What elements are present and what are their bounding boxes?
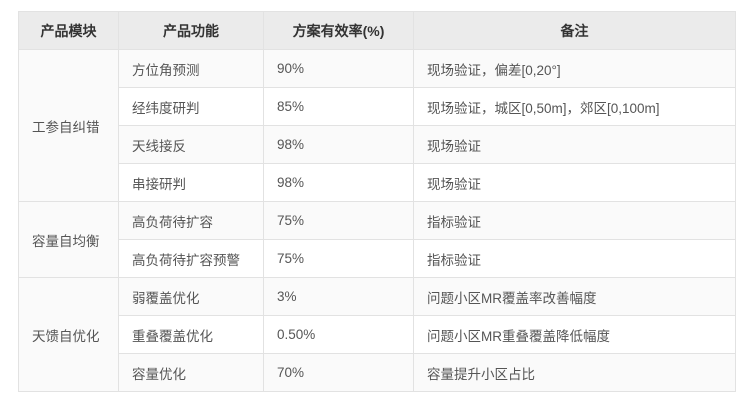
column-header: 备注	[413, 11, 736, 50]
function-cell: 串接研判	[118, 163, 264, 202]
effectiveness-cell: 70%	[263, 353, 414, 392]
remark-cell: 问题小区MR覆盖率改善幅度	[413, 277, 736, 316]
function-cell: 经纬度研判	[118, 87, 264, 126]
table-row: 天线接反 98% 现场验证	[19, 125, 736, 164]
module-cell: 工参自纠错	[18, 49, 119, 202]
table-row: 天馈自优化 弱覆盖优化 3% 问题小区MR覆盖率改善幅度	[18, 277, 736, 392]
function-cell: 高负荷待扩容	[118, 201, 264, 240]
table-body: 工参自纠错 方位角预测 90% 现场验证，偏差[0,20°] 经纬度研判 85% 现场验证，…	[18, 49, 736, 392]
effectiveness-cell: 98%	[263, 125, 414, 164]
remark-cell: 指标验证	[413, 239, 736, 278]
remark-cell: 现场验证	[413, 163, 736, 202]
table-row: 经纬度研判 85% 现场验证，城区[0,50m]，郊区[0,100m]	[19, 87, 736, 126]
table-row: 容量自均衡 高负荷待扩容 75% 指标验证	[18, 201, 736, 278]
table-row: 重叠覆盖优化 0.50% 问题小区MR重叠覆盖降低幅度	[19, 315, 736, 354]
function-cell: 天线接反	[118, 125, 264, 164]
effectiveness-cell: 75%	[263, 239, 414, 278]
function-cell: 重叠覆盖优化	[118, 315, 264, 354]
effectiveness-cell: 98%	[263, 163, 414, 202]
remark-cell: 问题小区MR重叠覆盖降低幅度	[413, 315, 736, 354]
remark-cell: 指标验证	[413, 201, 736, 240]
effectiveness-cell: 90%	[263, 49, 414, 88]
module-cell: 容量自均衡	[18, 201, 119, 278]
effectiveness-cell: 3%	[263, 277, 414, 316]
table-row: 工参自纠错 方位角预测 90% 现场验证，偏差[0,20°]	[18, 49, 736, 202]
remark-cell: 现场验证	[413, 125, 736, 164]
function-cell: 方位角预测	[118, 49, 264, 88]
effectiveness-cell: 0.50%	[263, 315, 414, 354]
remark-cell: 现场验证，城区[0,50m]，郊区[0,100m]	[413, 87, 736, 126]
table-row: 串接研判 98% 现场验证	[19, 163, 736, 202]
remark-cell: 容量提升小区占比	[413, 353, 736, 392]
table-header: 产品模块 产品功能 方案有效率(%) 备注	[18, 11, 736, 50]
function-cell: 弱覆盖优化	[118, 277, 264, 316]
remark-cell: 现场验证，偏差[0,20°]	[413, 49, 736, 88]
product-feature-table: 产品模块 产品功能 方案有效率(%) 备注 工参自纠错 方位角预测 90% 现场验证，偏差[…	[18, 11, 736, 392]
table-row: 高负荷待扩容预警 75% 指标验证	[19, 239, 736, 278]
function-cell: 容量优化	[118, 353, 264, 392]
effectiveness-cell: 75%	[263, 201, 414, 240]
header-row: 产品模块 产品功能 方案有效率(%) 备注	[18, 11, 736, 50]
column-header: 产品模块	[18, 11, 119, 50]
module-cell: 天馈自优化	[18, 277, 119, 392]
column-header: 产品功能	[118, 11, 264, 50]
column-header: 方案有效率(%)	[263, 11, 414, 50]
function-cell: 高负荷待扩容预警	[118, 239, 264, 278]
table-row: 容量优化 70% 容量提升小区占比	[19, 353, 736, 392]
effectiveness-cell: 85%	[263, 87, 414, 126]
